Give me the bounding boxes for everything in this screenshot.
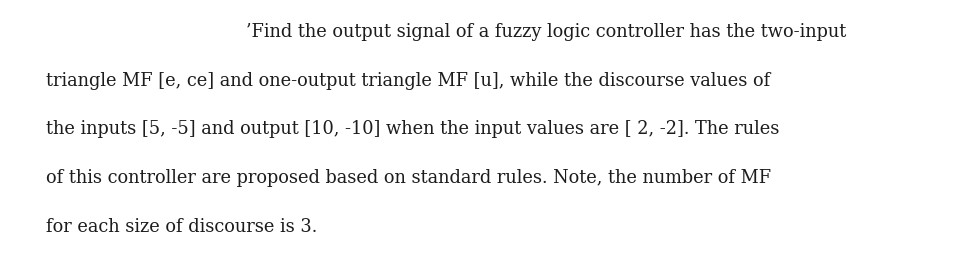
Text: triangle MF [e, ce] and one-output triangle MF [u], while the discourse values o: triangle MF [e, ce] and one-output trian… — [46, 72, 770, 90]
Text: for each size of discourse is 3.: for each size of discourse is 3. — [46, 218, 318, 236]
Text: of this controller are proposed based on standard rules. Note, the number of MF: of this controller are proposed based on… — [46, 169, 771, 187]
Text: ’Find the output signal of a fuzzy logic controller has the two-input: ’Find the output signal of a fuzzy logic… — [246, 23, 846, 41]
Text: the inputs [5, -5] and output [10, -10] when the input values are [ 2, -2]. The : the inputs [5, -5] and output [10, -10] … — [46, 120, 780, 138]
